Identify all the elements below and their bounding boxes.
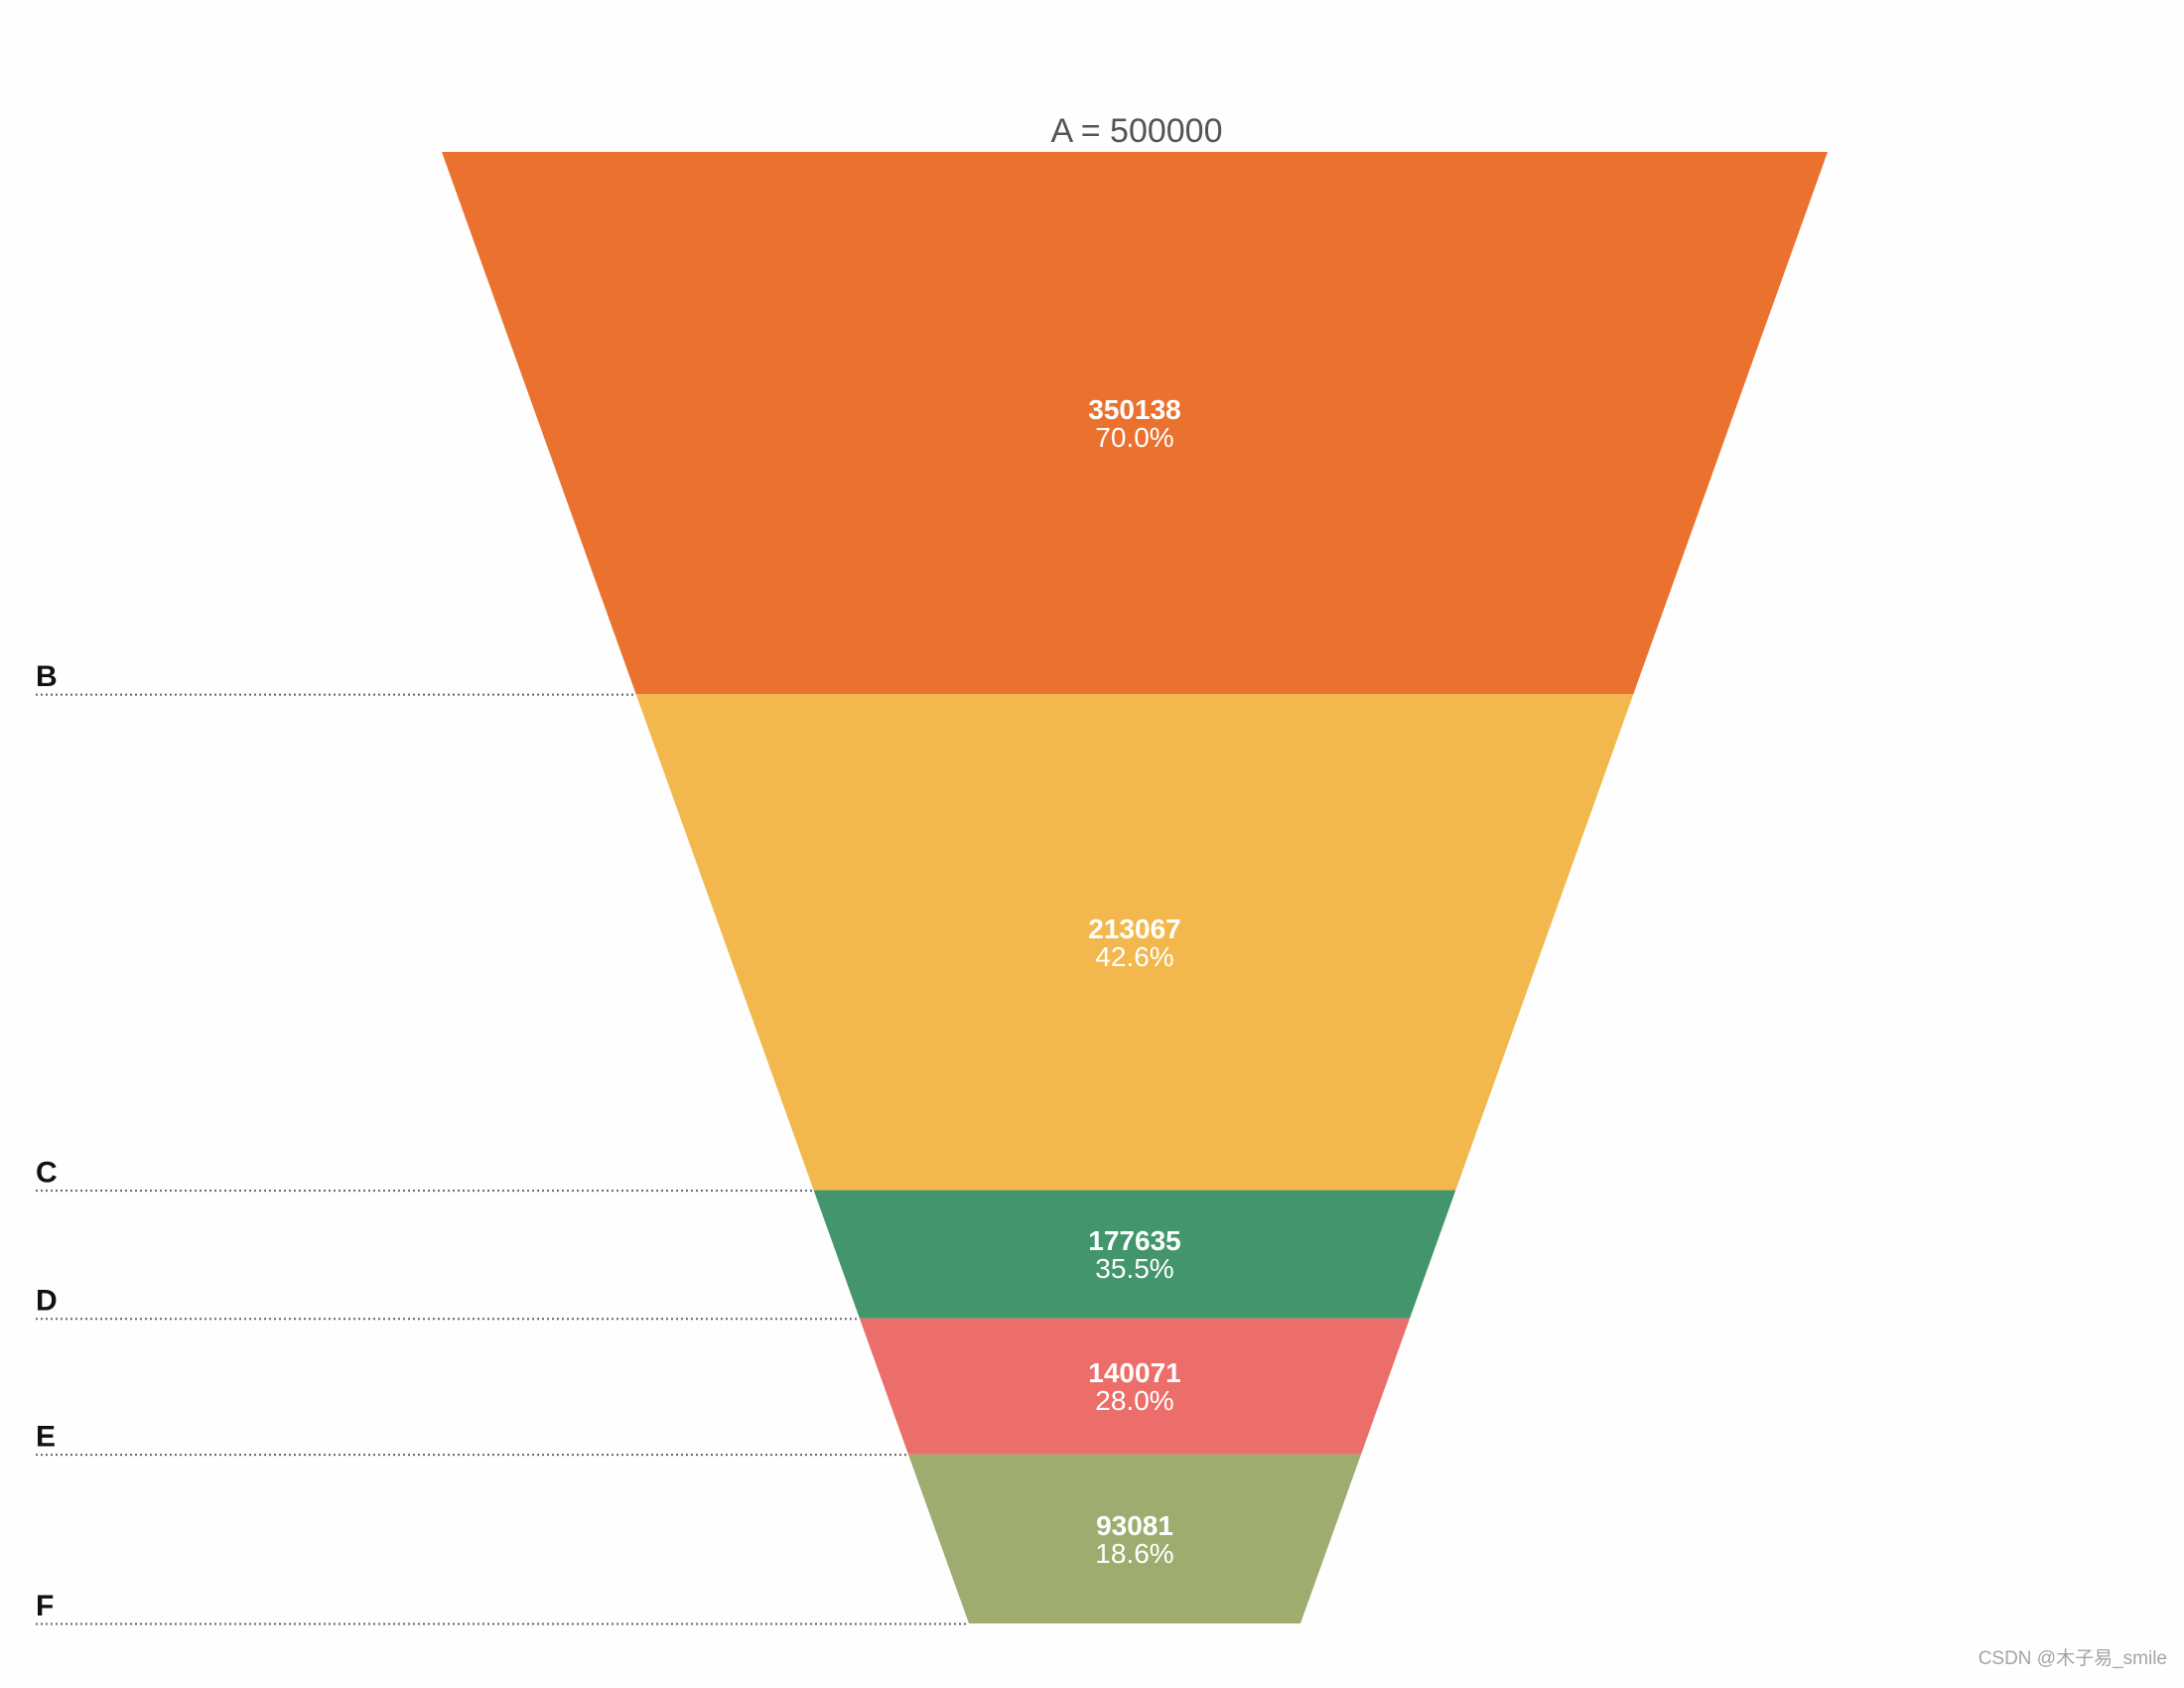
stage-label-f: F <box>36 1590 54 1622</box>
funnel-top-label: A = 500000 <box>1050 112 1222 150</box>
funnel-segments <box>442 152 1828 1623</box>
value-label-c: 213067 <box>1088 914 1180 944</box>
percent-label-c: 42.6% <box>1095 941 1173 972</box>
percent-label-e: 28.0% <box>1095 1385 1173 1416</box>
funnel-segment-f <box>907 1454 1362 1623</box>
value-label-f: 93081 <box>1096 1510 1173 1541</box>
percent-label-b: 70.0% <box>1095 422 1173 453</box>
stage-label-d: D <box>36 1285 58 1318</box>
percent-label-d: 35.5% <box>1095 1253 1173 1284</box>
stage-label-c: C <box>36 1157 58 1190</box>
value-label-d: 177635 <box>1088 1225 1180 1256</box>
watermark: CSDN @木子易_smile <box>1978 1648 2167 1669</box>
stage-guides <box>36 693 969 1625</box>
funnel-segment-d <box>813 1190 1456 1319</box>
stage-label-e: E <box>36 1421 56 1454</box>
value-label-e: 140071 <box>1088 1357 1180 1388</box>
funnel-segment-c <box>635 694 1634 1191</box>
funnel-segment-b <box>442 152 1828 695</box>
percent-label-f: 18.6% <box>1095 1538 1173 1569</box>
value-label-b: 350138 <box>1088 394 1180 425</box>
funnel-segment-e <box>859 1318 1411 1455</box>
stage-label-b: B <box>36 660 58 693</box>
